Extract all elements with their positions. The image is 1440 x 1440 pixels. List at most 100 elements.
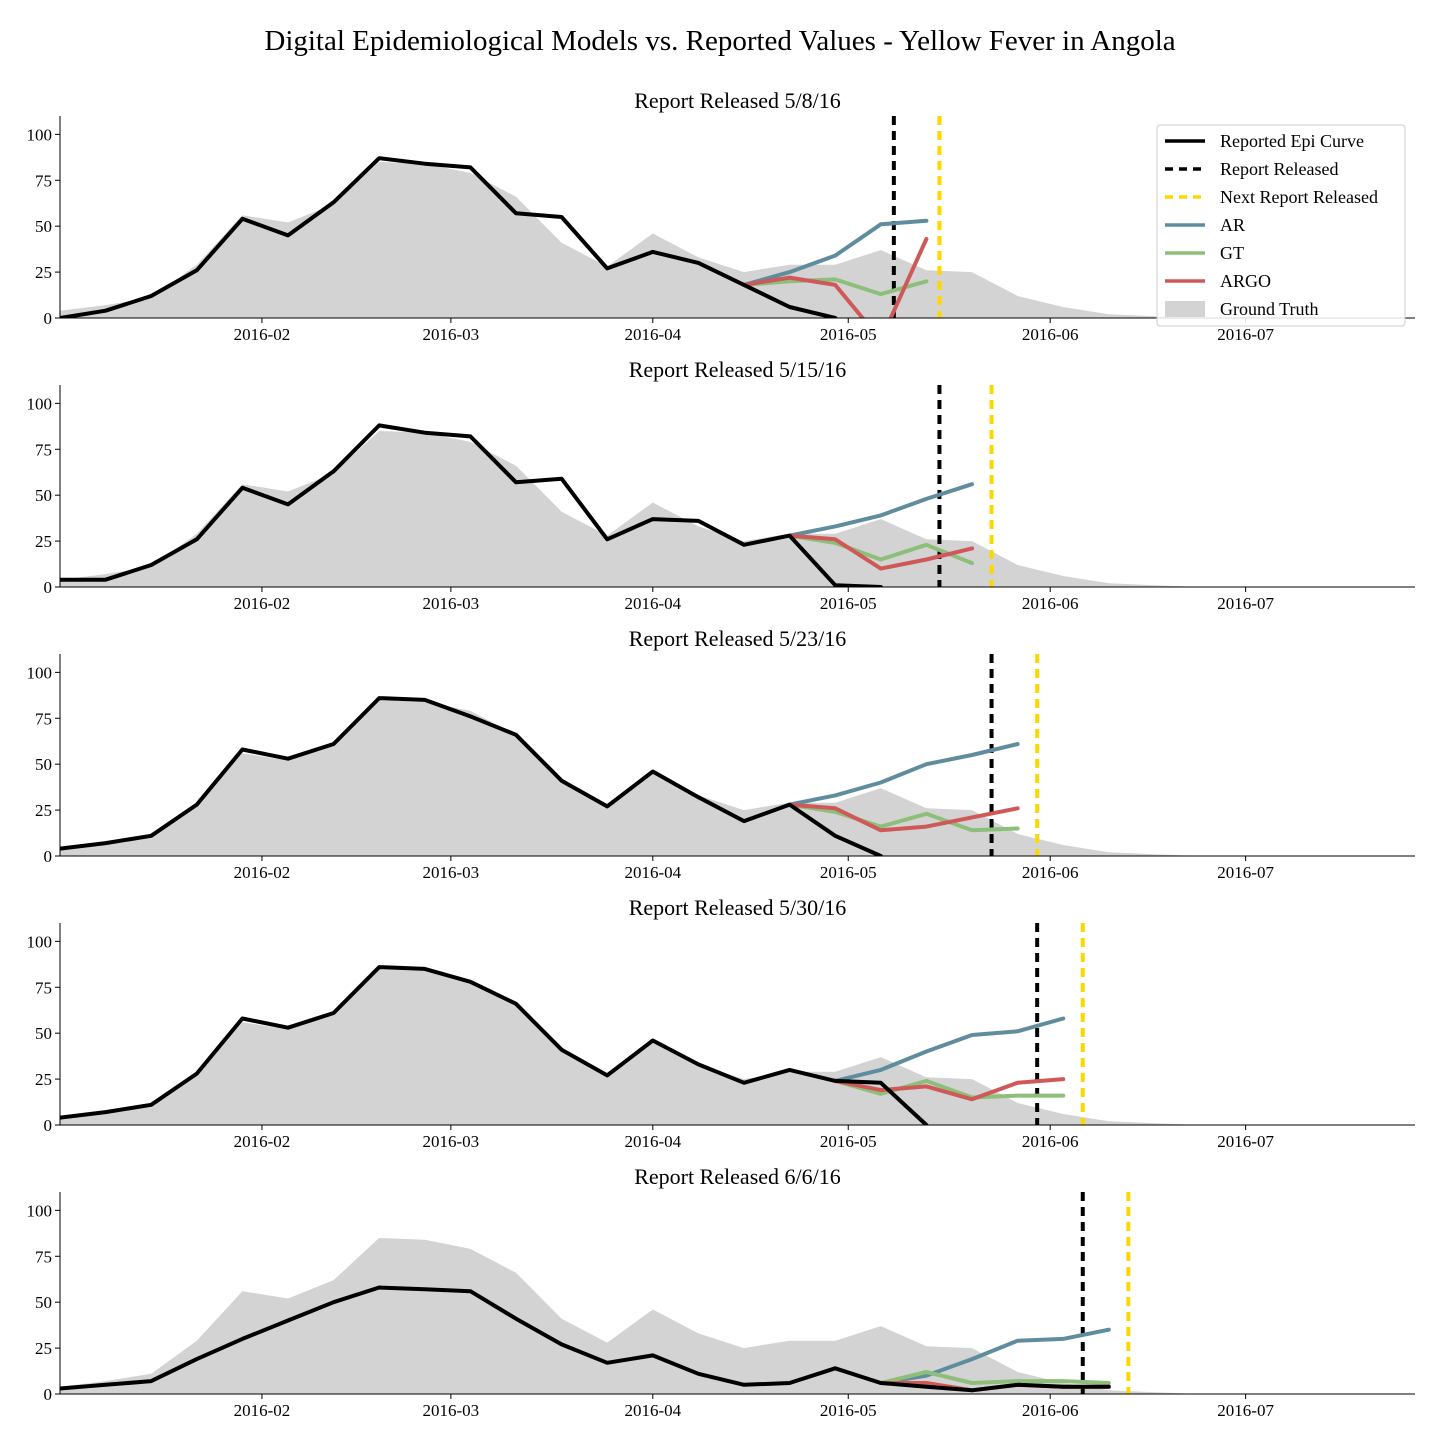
x-tick-label: 2016-04 bbox=[624, 325, 681, 344]
gt-line bbox=[878, 1370, 1111, 1385]
panel-title: Report Released 5/23/16 bbox=[629, 626, 847, 651]
x-tick-label: 2016-05 bbox=[820, 1401, 877, 1420]
x-tick-label: 2016-03 bbox=[423, 1132, 480, 1151]
ar-line bbox=[787, 742, 1020, 807]
y-tick-label: 75 bbox=[35, 440, 52, 459]
legend-label: AR bbox=[1220, 215, 1245, 235]
ground-truth-area bbox=[60, 699, 1415, 856]
legend-item-next-report-released: Next Report Released bbox=[1165, 187, 1378, 207]
reported-epi-curve-line bbox=[60, 156, 838, 318]
x-tick-label: 2016-05 bbox=[820, 863, 877, 882]
y-tick-label: 50 bbox=[35, 217, 52, 236]
plot-area bbox=[60, 385, 1415, 587]
y-tick-label: 25 bbox=[35, 1339, 52, 1358]
plot-area bbox=[60, 654, 1415, 856]
x-tick-label: 2016-03 bbox=[423, 1401, 480, 1420]
y-tick-label: 25 bbox=[35, 532, 52, 551]
x-tick-label: 2016-07 bbox=[1217, 594, 1274, 613]
ground-truth-area bbox=[60, 161, 1415, 318]
ar-line bbox=[833, 1016, 1066, 1083]
y-tick-label: 50 bbox=[35, 486, 52, 505]
reported-epi-curve-line bbox=[60, 696, 883, 856]
panels: 0 25 50 75 100 2016-02 2016-03 2016-04 2016-05 20… bbox=[27, 88, 1415, 1420]
argo-line bbox=[787, 802, 1020, 833]
x-tick-label: 2016-02 bbox=[234, 1401, 291, 1420]
argo-line bbox=[833, 1077, 1066, 1102]
y-tick-label: 100 bbox=[27, 125, 53, 144]
legend-item-gt: GT bbox=[1165, 243, 1244, 263]
plot-area bbox=[60, 1192, 1415, 1394]
x-tick-label: 2016-07 bbox=[1217, 1401, 1274, 1420]
legend-item-ar: AR bbox=[1165, 215, 1245, 235]
legend-item-reported-epi-curve: Reported Epi Curve bbox=[1165, 131, 1364, 151]
y-tick-label: 25 bbox=[35, 801, 52, 820]
x-tick-label: 2016-03 bbox=[423, 325, 480, 344]
y-tick-label: 0 bbox=[44, 1116, 53, 1135]
y-tick-label: 50 bbox=[35, 1293, 52, 1312]
gt-line bbox=[787, 802, 1020, 833]
x-tick-label: 2016-02 bbox=[234, 325, 291, 344]
argo-line bbox=[787, 533, 974, 571]
x-tick-label: 2016-04 bbox=[624, 1401, 681, 1420]
legend-box bbox=[1156, 124, 1406, 327]
x-tick-label: 2016-02 bbox=[234, 1132, 291, 1151]
panel-4: 0 25 50 75 100 2016-02 2016-03 2016-04 2016-05 20… bbox=[27, 895, 1415, 1151]
y-tick-label: 0 bbox=[44, 847, 53, 866]
ground-truth-area bbox=[60, 968, 1415, 1125]
gt-line bbox=[787, 533, 974, 566]
x-tick-label: 2016-02 bbox=[234, 863, 291, 882]
panel-title: Report Released 5/30/16 bbox=[629, 895, 847, 920]
legend-label: ARGO bbox=[1220, 271, 1271, 291]
y-tick-label: 25 bbox=[35, 263, 52, 282]
x-tick-label: 2016-03 bbox=[423, 594, 480, 613]
gt-line bbox=[833, 1078, 1066, 1100]
y-tick-label: 25 bbox=[35, 1070, 52, 1089]
panel-2: 0 25 50 75 100 2016-02 2016-03 2016-04 2016-05 20… bbox=[27, 357, 1415, 613]
x-tick-label: 2016-07 bbox=[1217, 863, 1274, 882]
y-tick-label: 50 bbox=[35, 1024, 52, 1043]
y-tick-label: 0 bbox=[44, 309, 53, 328]
reported-epi-curve-line bbox=[60, 965, 929, 1125]
y-tick-label: 100 bbox=[27, 932, 53, 951]
panel-5: 0 25 50 75 100 2016-02 2016-03 2016-04 2016-05 20… bbox=[27, 1164, 1415, 1420]
ar-line bbox=[742, 218, 929, 287]
y-tick-label: 0 bbox=[44, 1385, 53, 1404]
x-tick-label: 2016-06 bbox=[1022, 1132, 1079, 1151]
y-tick-label: 50 bbox=[35, 755, 52, 774]
ar-line bbox=[787, 482, 974, 538]
legend-label: Next Report Released bbox=[1220, 187, 1378, 207]
legend-swatch bbox=[1165, 301, 1205, 317]
legend-item-report-released: Report Released bbox=[1165, 159, 1338, 179]
y-tick-label: 100 bbox=[27, 663, 53, 682]
panel-3: 0 25 50 75 100 2016-02 2016-03 2016-04 2016-05 20… bbox=[27, 626, 1415, 882]
panel-title: Report Released 5/15/16 bbox=[629, 357, 847, 382]
x-tick-label: 2016-06 bbox=[1022, 325, 1079, 344]
y-tick-label: 75 bbox=[35, 709, 52, 728]
x-tick-label: 2016-05 bbox=[820, 325, 877, 344]
x-tick-label: 2016-05 bbox=[820, 594, 877, 613]
reported-epi-curve-line bbox=[60, 423, 883, 587]
ground-truth-area bbox=[60, 430, 1415, 587]
y-tick-label: 75 bbox=[35, 171, 52, 190]
panel-title: Report Released 6/6/16 bbox=[634, 1164, 841, 1189]
y-tick-label: 75 bbox=[35, 978, 52, 997]
y-tick-label: 100 bbox=[27, 1201, 53, 1220]
x-tick-label: 2016-06 bbox=[1022, 594, 1079, 613]
x-tick-label: 2016-05 bbox=[820, 1132, 877, 1151]
x-tick-label: 2016-06 bbox=[1022, 1401, 1079, 1420]
reported-epi-curve-line bbox=[60, 1285, 1111, 1393]
x-tick-label: 2016-07 bbox=[1217, 325, 1274, 344]
x-tick-label: 2016-04 bbox=[624, 1132, 681, 1151]
legend-item-argo: ARGO bbox=[1165, 271, 1271, 291]
argo-line bbox=[742, 237, 929, 318]
y-tick-label: 100 bbox=[27, 394, 53, 413]
y-tick-label: 75 bbox=[35, 1247, 52, 1266]
ar-line bbox=[878, 1327, 1111, 1385]
ground-truth-area bbox=[60, 1237, 1415, 1394]
y-tick-label: 0 bbox=[44, 578, 53, 597]
panel-title: Report Released 5/8/16 bbox=[634, 88, 841, 113]
legend: Reported Epi Curve Report Released Next Re… bbox=[1156, 124, 1406, 327]
legend-label: Ground Truth bbox=[1220, 299, 1319, 319]
legend-label: GT bbox=[1220, 243, 1244, 263]
